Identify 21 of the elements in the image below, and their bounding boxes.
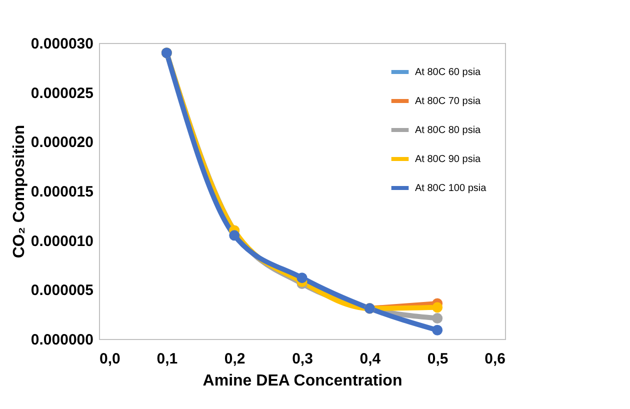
y-tick-label: 0.000030	[30, 36, 94, 52]
legend-label: At 80C 80 psia	[415, 125, 482, 136]
y-tick-label: 0.000005	[30, 282, 94, 300]
x-tick-label: 0,5	[427, 350, 448, 368]
x-tick-label: 0,2	[224, 350, 246, 368]
x-tick-label: 0,1	[156, 350, 178, 368]
x-tick-label: 0,3	[292, 350, 313, 368]
legend-label: At 80C 60 psia	[415, 67, 482, 78]
y-tick-label: 0.000025	[30, 84, 94, 102]
legend-label: At 80C 70 psia	[415, 96, 482, 107]
x-tick-label: 0,4	[360, 350, 382, 368]
legend-label: At 80C 90 psia	[415, 154, 482, 165]
x-tick-label: 0,0	[100, 350, 120, 368]
y-tick-label: 0.000020	[30, 134, 94, 152]
y-axis-title: CO₂ Composition	[10, 124, 28, 258]
x-axis-title: Amine DEA Concentration	[202, 372, 402, 390]
legend-label: At 80C 100 psia	[415, 183, 487, 194]
y-tick-label: 0.000010	[30, 232, 94, 250]
y-tick-label: 0.000000	[30, 332, 94, 348]
y-tick-label: 0.000015	[30, 184, 94, 200]
x-tick-label: 0,6	[484, 350, 506, 368]
